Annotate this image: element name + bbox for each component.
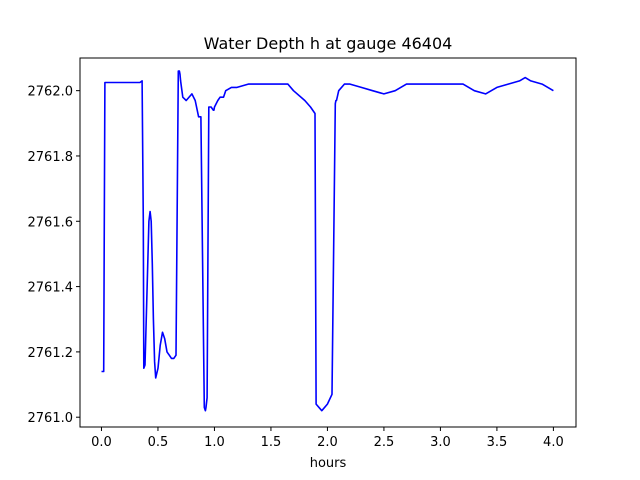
y-axis: 2761.0 2761.2 2761.4 2761.6 2761.8 2762.0 bbox=[28, 85, 80, 426]
x-tick-label: 1.0 bbox=[204, 435, 225, 450]
x-tick-label: 0.5 bbox=[148, 435, 169, 450]
x-tick-label: 1.5 bbox=[261, 435, 282, 450]
x-axis-label: hours bbox=[310, 456, 347, 471]
series-line bbox=[101, 70, 554, 412]
x-tick-label: 0.0 bbox=[91, 435, 112, 450]
chart-title: Water Depth h at gauge 46404 bbox=[204, 34, 453, 53]
y-tick-label: 2761.4 bbox=[28, 281, 74, 296]
x-tick-label: 2.5 bbox=[374, 435, 395, 450]
y-tick-label: 2761.6 bbox=[28, 215, 74, 230]
y-tick-label: 2762.0 bbox=[28, 85, 74, 100]
x-tick-label: 3.5 bbox=[487, 435, 508, 450]
y-tick-label: 2761.2 bbox=[28, 346, 74, 361]
plot-frame bbox=[79, 57, 577, 428]
x-tick-label: 3.0 bbox=[430, 435, 451, 450]
y-tick-label: 2761.8 bbox=[28, 150, 74, 165]
x-tick-label: 2.0 bbox=[317, 435, 338, 450]
y-tick-label: 2761.0 bbox=[28, 411, 74, 426]
plot-area bbox=[101, 70, 554, 412]
x-tick-label: 4.0 bbox=[543, 435, 564, 450]
x-axis: 0.0 0.5 1.0 1.5 2.0 2.5 3.0 3.5 4.0 bbox=[91, 427, 564, 450]
